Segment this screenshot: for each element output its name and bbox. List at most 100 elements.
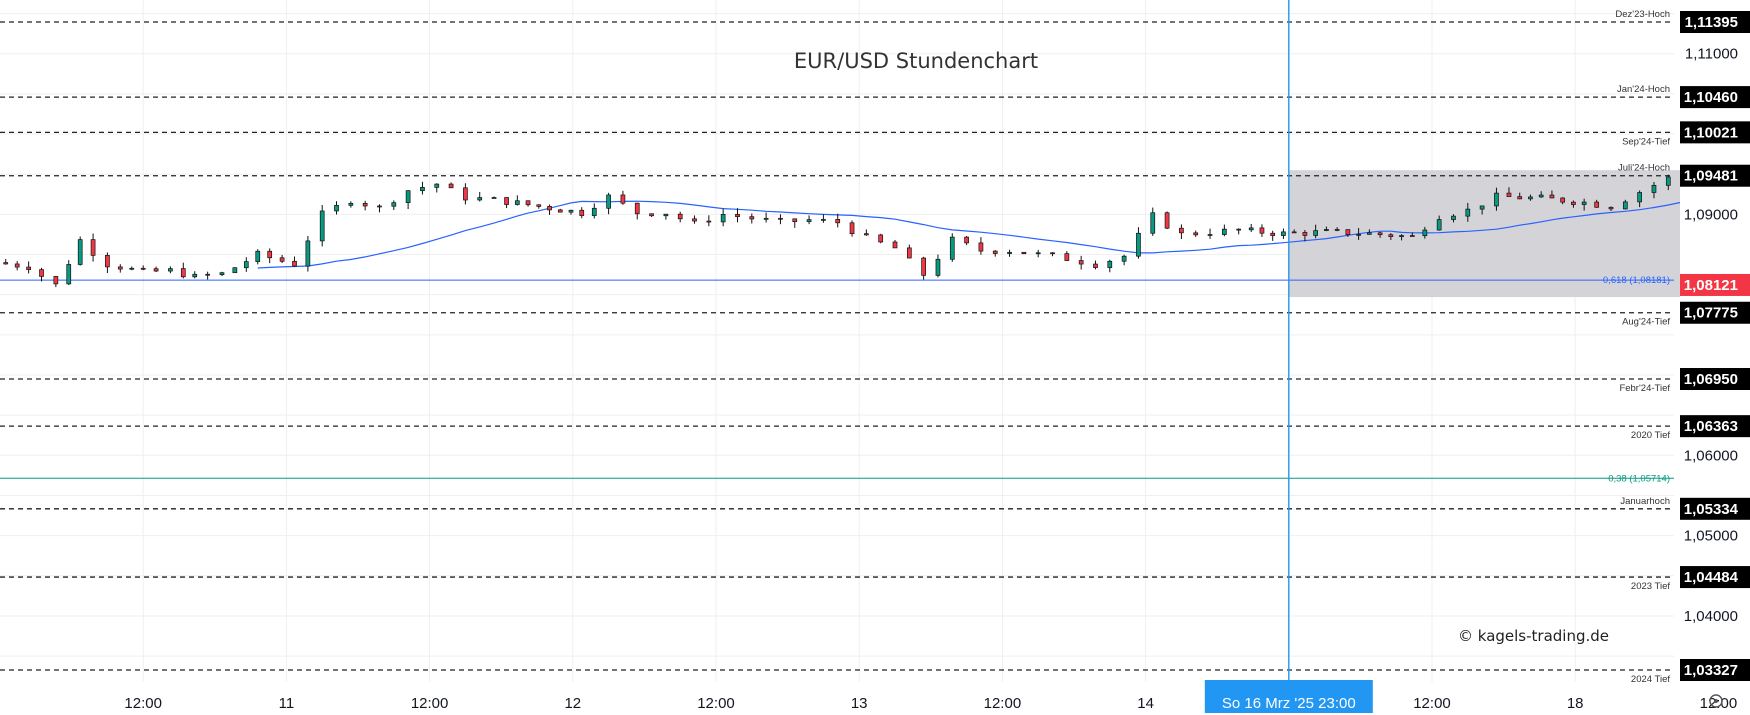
candle-body [1571,201,1576,205]
candle-body [1409,235,1415,237]
candle [1651,182,1657,199]
candle-body [279,257,285,262]
candle [1136,227,1141,259]
candle-body [949,236,955,260]
level-label: 2023 Tief [1631,581,1670,592]
candle-body [90,239,96,256]
candle [1193,230,1199,237]
candle-body [1377,232,1383,236]
candle [1150,207,1156,236]
candle-body [1093,263,1098,268]
candle-body [377,205,382,208]
candle [749,213,755,224]
candle [1377,231,1383,238]
candle [1050,252,1055,257]
candle-body [1150,212,1156,234]
candle [1313,224,1319,239]
candle [992,250,998,257]
candle-body [525,200,531,206]
candle [1007,249,1012,257]
candle [1494,187,1499,211]
candle [1345,229,1351,237]
candle-body [1399,235,1404,237]
candle [243,257,249,272]
candle-body [806,219,812,222]
candle [1107,259,1113,273]
date-marker-lines [1288,0,1290,682]
candle-body [778,217,783,220]
candle [1422,226,1428,239]
candle [491,196,497,199]
candle-body [105,255,110,268]
candle-body [1388,234,1394,237]
candle-body [319,210,325,242]
candle-body [1222,228,1227,235]
candle [391,200,397,210]
candle-body [362,202,368,207]
candle [77,236,83,266]
price-axis: 1,11000 1,09000 1,06000 1,05000 1,04000 1,113… [1680,0,1750,715]
candle [292,256,297,267]
candle [821,214,826,223]
candle [606,192,611,215]
candle [1064,251,1070,261]
candle-body [1608,206,1614,210]
x-tick-label: 13 [851,695,868,712]
candle [557,208,563,213]
price-axis-bg [1680,0,1750,715]
candle [153,266,159,273]
candle-body [935,258,941,276]
x-tick-label: 12:00 [697,695,735,712]
candle-body [557,209,563,213]
candle-body [1651,184,1657,193]
candle-body [1107,260,1113,268]
candle-body [634,202,640,215]
candle [1179,224,1184,240]
chart-title: EUR/USD Stundenchart [794,49,1038,73]
candle [663,213,669,220]
level-price-badge [1680,566,1750,589]
candle [579,207,585,219]
candle [1465,202,1471,222]
candle [778,214,783,225]
level-price-badge [1680,415,1750,438]
level-price-badge-label: 1,04484 [1684,569,1739,586]
current-price-label: 1,08121 [1684,277,1738,294]
candle-body [420,187,425,192]
candle-body [1259,227,1265,234]
candle-body [219,272,225,276]
candle [180,262,186,279]
candle [140,265,146,271]
candle [1517,192,1523,200]
candle-body [1622,201,1628,210]
candle [964,235,969,246]
candle-body [978,242,984,252]
candle [463,183,468,205]
candle [219,271,225,277]
settings-icon[interactable] [1709,694,1723,708]
candle-body [591,207,597,216]
x-tick-label: 12 [564,695,581,712]
candle [677,211,683,223]
candle-body [117,266,123,270]
candle-body [1270,232,1276,236]
candle [205,271,210,280]
level-price-badge-label: 1,10460 [1684,89,1738,106]
candle-body [1594,201,1600,208]
level-label: Juli'24-Hoch [1618,163,1670,174]
candle-body [1291,231,1297,234]
candle [1207,228,1213,239]
candle-body [1345,229,1351,236]
chart-grid [0,0,1719,682]
candle-body [267,250,273,259]
candle-body [1078,260,1084,265]
candle-body [1366,232,1372,235]
candle-body [39,269,44,277]
candle [591,203,597,219]
level-price-badge [1680,86,1750,109]
candle-body [1356,233,1361,236]
candle-body [1506,192,1512,197]
candle [1622,199,1628,210]
candle-body [864,233,869,236]
candle-body [180,268,186,278]
